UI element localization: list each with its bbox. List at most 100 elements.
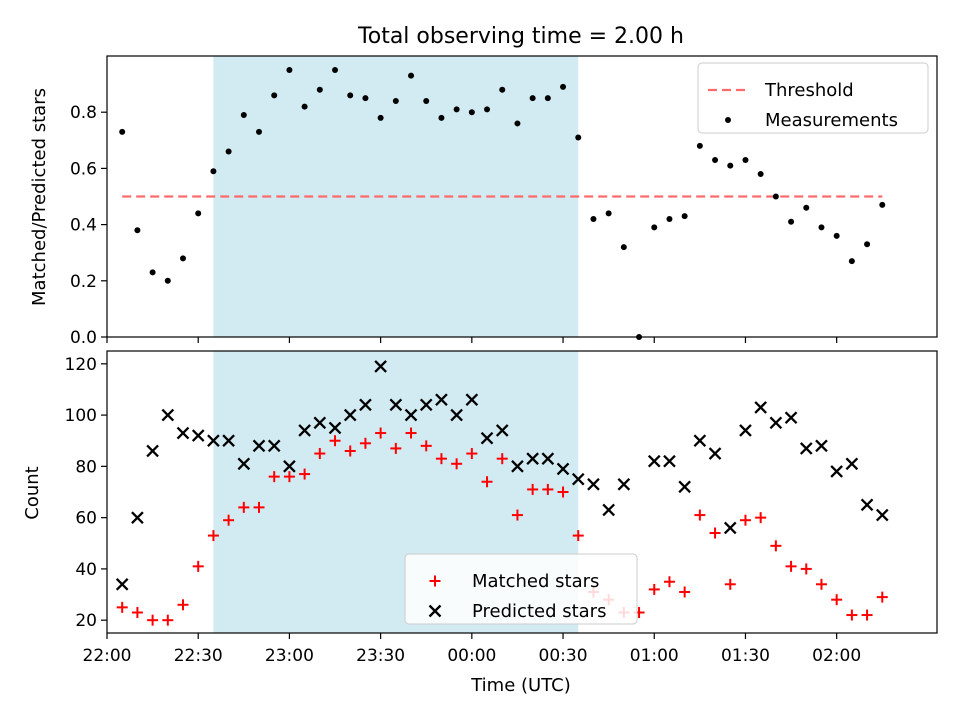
measurement-point — [149, 269, 156, 276]
matched-star-point — [557, 486, 569, 498]
x-tick-label: 23:00 — [265, 646, 314, 666]
legend-label: Matched stars — [472, 571, 599, 592]
measurement-point — [833, 232, 840, 239]
predicted-star-point — [359, 398, 372, 412]
measurement-point — [757, 171, 764, 178]
y-tick-label: 0.8 — [70, 103, 97, 123]
predicted-star-point — [161, 408, 175, 422]
measurement-point — [392, 97, 399, 104]
matched-star-point — [481, 476, 493, 488]
predicted-star-point — [283, 460, 296, 473]
y-tick-label: 20 — [75, 611, 97, 631]
matched-star-point — [663, 576, 675, 588]
measurement-point — [240, 112, 247, 119]
matched-star-point — [435, 453, 447, 465]
measurement-point — [772, 193, 779, 200]
measurement-point — [119, 128, 126, 135]
y-tick-label: 60 — [75, 509, 97, 529]
predicted-star-point — [131, 511, 144, 524]
measurements-swatch — [725, 117, 731, 123]
predicted-star-point — [435, 393, 448, 407]
matched-star-point — [800, 563, 812, 575]
predicted-star-point — [723, 521, 737, 535]
matched-star-point — [739, 514, 751, 526]
predicted-star-point — [374, 360, 387, 373]
chart-title: Total observing time = 2.00 h — [357, 24, 684, 49]
predicted-star-point — [830, 465, 843, 478]
matched-star-point — [542, 483, 554, 495]
matched-star-point — [207, 530, 219, 542]
legend-box — [404, 553, 638, 625]
predicted-star-point — [419, 398, 433, 412]
y-tick-label: 120 — [65, 355, 97, 375]
legend-label: Predicted stars — [472, 601, 606, 622]
matched-star-point — [268, 471, 280, 483]
matched-star-point — [283, 471, 295, 483]
measurement-point — [818, 224, 825, 231]
predicted-star-point — [769, 416, 783, 430]
predicted-star-point — [480, 431, 494, 445]
measurement-point — [544, 95, 551, 102]
measurement-point — [362, 95, 369, 102]
predicted-star-point — [845, 457, 859, 471]
matched-star-point — [861, 609, 873, 621]
measurement-point — [256, 128, 263, 135]
measurement-point — [301, 103, 308, 110]
plot-frame — [106, 350, 938, 634]
measurement-point — [484, 106, 491, 113]
matched-star-point — [724, 578, 736, 590]
predicted-star-point — [754, 401, 767, 414]
matched-star-point — [314, 448, 326, 460]
matched-star-point — [496, 453, 508, 465]
measurement-point — [788, 218, 795, 225]
predicted-star-point — [799, 442, 813, 455]
matched-star-point — [162, 614, 174, 626]
bottom-y-axis-label: Count — [22, 466, 43, 519]
x-tick-label: 22:00 — [83, 646, 132, 666]
measurement-point — [453, 106, 460, 113]
matched-star-point — [116, 601, 128, 613]
x-tick-label: 23:30 — [356, 646, 405, 666]
predicted-star-point — [663, 454, 676, 468]
measurement-point — [423, 97, 430, 104]
predicted-star-point — [602, 503, 615, 517]
measurement-point — [332, 67, 339, 74]
legend-label: Measurements — [765, 110, 898, 131]
y-tick-label: 0.2 — [70, 272, 97, 292]
predicted-star-point — [739, 424, 752, 437]
measurement-point — [468, 109, 475, 116]
matched-star-point — [329, 435, 341, 447]
matched-star-point — [755, 512, 767, 524]
predicted-star-point — [343, 408, 357, 422]
x-tick-label: 01:30 — [721, 646, 770, 666]
predicted-star-point — [176, 426, 190, 440]
predicted-stars-swatch — [428, 604, 442, 618]
x-tick-label: 00:30 — [539, 646, 588, 666]
predicted-star-point — [511, 460, 524, 473]
matched-star-point — [648, 583, 660, 595]
predicted-star-point — [328, 421, 342, 435]
matched-star-point — [815, 578, 827, 590]
matched-star-point — [694, 509, 706, 521]
predicted-star-point — [541, 452, 555, 465]
matched-star-point — [131, 606, 143, 618]
predicted-star-point — [404, 408, 418, 422]
plot-frame — [106, 55, 938, 338]
predicted-star-point — [298, 424, 311, 437]
predicted-star-point — [191, 429, 205, 442]
predicted-star-point — [313, 416, 327, 430]
predicted-star-point — [708, 447, 722, 460]
matched-star-point — [405, 427, 417, 439]
matched-star-point — [831, 594, 843, 606]
matched-star-point — [466, 448, 478, 460]
measurement-point — [727, 162, 734, 169]
matched-star-point — [359, 437, 371, 449]
matched-stars-swatch — [429, 575, 441, 587]
predicted-star-point — [237, 457, 251, 471]
y-tick-label: 0.4 — [70, 216, 97, 236]
y-tick-label: 0.6 — [70, 159, 97, 179]
predicted-star-point — [267, 439, 281, 453]
measurement-point — [651, 224, 658, 231]
matched-star-point — [451, 458, 463, 470]
